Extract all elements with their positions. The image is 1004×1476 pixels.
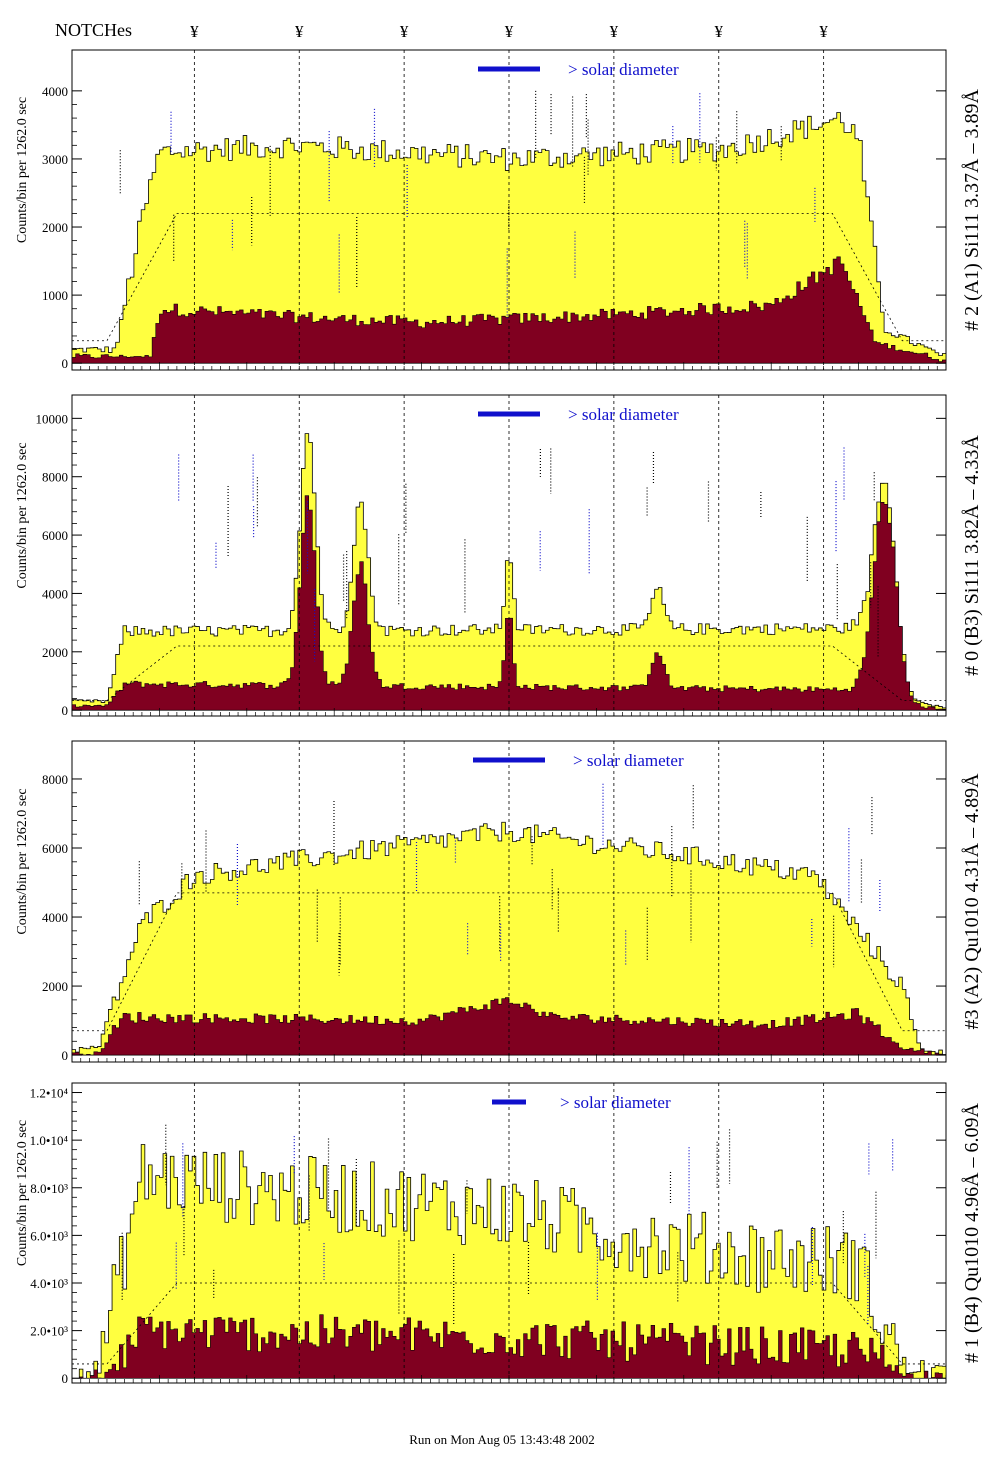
- y-tick-label: 4000: [42, 586, 68, 601]
- notches-label: NOTCHes: [55, 20, 132, 40]
- y-tick-label: 8000: [42, 772, 68, 787]
- solar-diameter-label: > solar diameter: [573, 751, 684, 770]
- y-tick-label: 2000: [42, 645, 68, 660]
- solar-diameter-label: > solar diameter: [560, 1093, 671, 1112]
- panel-label: #3 (A2) Qu1010 4.31Å – 4.89Å: [961, 773, 983, 1030]
- y-tick-label: 6000: [42, 841, 68, 856]
- notch-marker-3: ¥: [400, 22, 409, 41]
- y-axis-label: Counts/bin per 1262.0 sec: [15, 1120, 30, 1266]
- solar-diameter-label: > solar diameter: [568, 405, 679, 424]
- notch-marker-2: ¥: [295, 22, 304, 41]
- y-tick-label: 6.0•10³: [30, 1228, 68, 1243]
- solar-diameter-label: > solar diameter: [568, 60, 679, 79]
- y-tick-label: 4.0•10³: [30, 1276, 68, 1291]
- y-tick-label: 0: [62, 356, 69, 371]
- y-tick-label: 1.2•10⁴: [30, 1086, 69, 1101]
- y-tick-label: 2000: [42, 220, 68, 235]
- panel-label: # 2 (A1) Si111 3.37Å – 3.89Å: [961, 89, 983, 331]
- y-tick-label: 10000: [36, 411, 69, 426]
- average-profile-1: [72, 645, 946, 701]
- panel-label: # 1 (B4) Qu1010 4.96Å – 6.09Å: [961, 1102, 983, 1363]
- total-counts-histogram-3: [72, 1144, 947, 1379]
- average-profile-3: [72, 1282, 946, 1365]
- y-tick-label: 3000: [42, 152, 68, 167]
- y-tick-label: 0: [62, 1371, 69, 1386]
- notch-marker-7: ¥: [819, 22, 828, 41]
- y-tick-label: 0: [62, 703, 69, 718]
- y-tick-label: 4000: [42, 84, 68, 99]
- run-timestamp: Run on Mon Aug 05 13:43:48 2002: [409, 1432, 595, 1447]
- y-tick-label: 2000: [42, 979, 68, 994]
- y-tick-label: 2.0•10³: [30, 1324, 68, 1339]
- notch-marker-6: ¥: [715, 22, 724, 41]
- y-axis-label: Counts/bin per 1262.0 sec: [15, 97, 30, 243]
- y-tick-label: 6000: [42, 528, 68, 543]
- notch-marker-5: ¥: [610, 22, 619, 41]
- y-tick-label: 0: [62, 1048, 69, 1063]
- average-profile-0: [72, 213, 946, 342]
- y-axis-label: Counts/bin per 1262.0 sec: [15, 442, 30, 588]
- panel-label: # 0 (B3) Si111 3.82Å – 4.33Å: [961, 435, 983, 676]
- y-tick-label: 8000: [42, 470, 68, 485]
- notch-marker-4: ¥: [505, 22, 514, 41]
- notch-marker-1: ¥: [190, 22, 199, 41]
- y-tick-label: 4000: [42, 910, 68, 925]
- y-tick-label: 8.0•10³: [30, 1181, 68, 1196]
- y-tick-label: 1000: [42, 288, 68, 303]
- y-tick-label: 1.0•10⁴: [30, 1133, 69, 1148]
- y-axis-label: Counts/bin per 1262.0 sec: [15, 788, 30, 934]
